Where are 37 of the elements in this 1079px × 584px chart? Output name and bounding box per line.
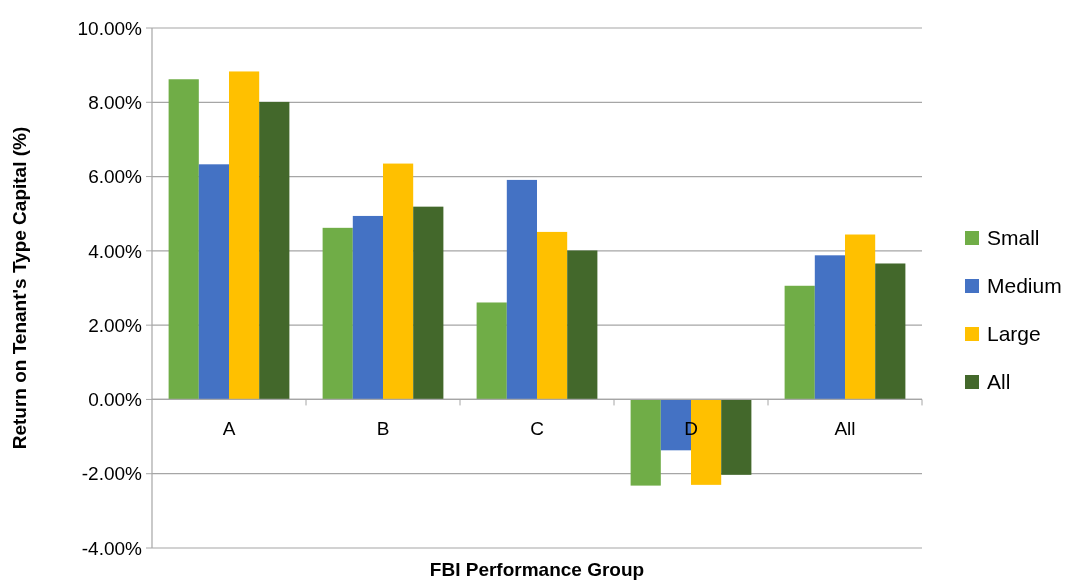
bar — [229, 71, 260, 400]
bar — [413, 206, 444, 400]
legend-label: Medium — [987, 274, 1062, 298]
y-tick-label: 10.00% — [77, 17, 143, 39]
y-tick-label: 6.00% — [88, 166, 143, 188]
bar — [168, 79, 199, 400]
legend-label: Large — [987, 322, 1041, 346]
x-tick-label: D — [684, 418, 698, 440]
legend-label: Small — [987, 226, 1040, 250]
x-axis-title: FBI Performance Group — [429, 559, 645, 580]
bar — [875, 263, 906, 400]
y-tick-label: 8.00% — [88, 91, 143, 113]
bar — [383, 163, 414, 400]
x-tick-label: A — [222, 418, 236, 440]
bar — [630, 399, 661, 486]
bar — [845, 234, 876, 400]
y-axis-title: Return on Tenant's Type Capital (%) — [9, 126, 30, 450]
x-tick-label: C — [530, 418, 544, 440]
bar — [322, 227, 353, 400]
bar — [352, 215, 383, 400]
x-tick-label: B — [376, 418, 390, 440]
bar — [721, 399, 752, 475]
bar — [537, 231, 568, 400]
y-tick-label: 4.00% — [88, 240, 143, 262]
bar — [476, 302, 507, 400]
bar — [784, 285, 815, 400]
bar — [259, 101, 290, 400]
y-tick-label: -2.00% — [81, 463, 143, 485]
x-tick-label: All — [834, 418, 856, 440]
y-tick-label: -4.00% — [81, 537, 143, 559]
bar — [506, 179, 537, 400]
y-tick-label: 0.00% — [88, 389, 143, 411]
y-tick-label: 2.00% — [88, 314, 143, 336]
bar — [567, 250, 598, 400]
legend-label: All — [987, 370, 1011, 394]
bar — [198, 164, 229, 400]
bar — [814, 255, 845, 400]
